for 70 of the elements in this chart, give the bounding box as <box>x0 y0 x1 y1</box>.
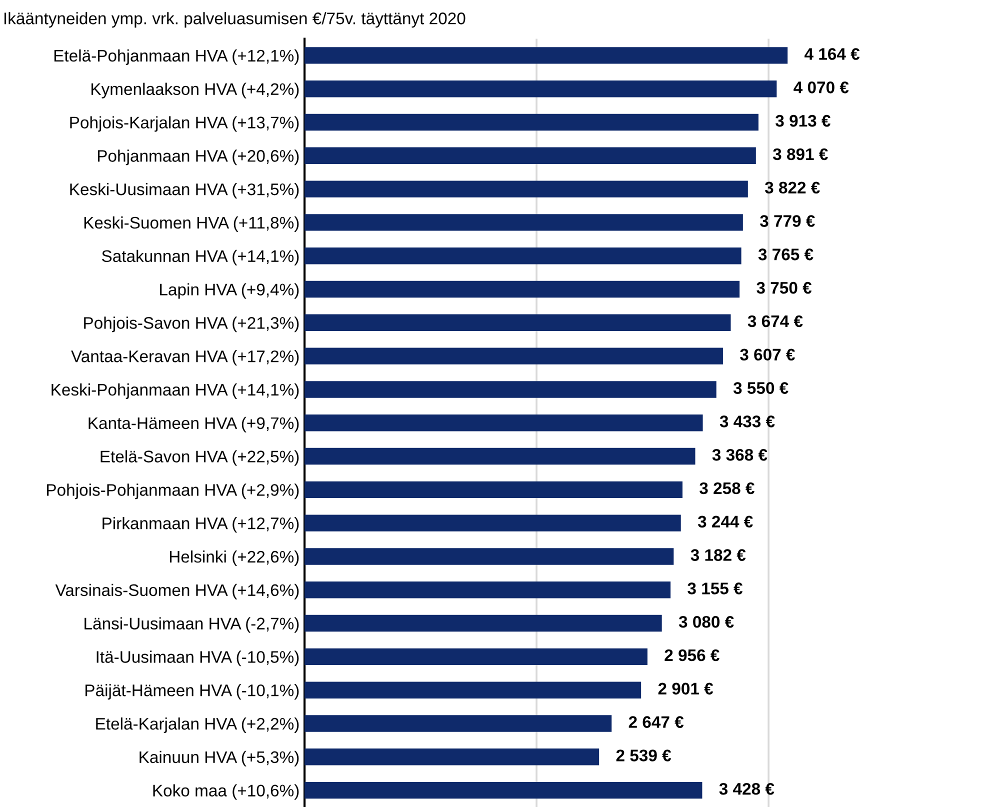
bar <box>304 214 743 231</box>
bar <box>304 715 612 732</box>
y-tick-label: Itä-Uusimaan HVA (-10,5%) <box>96 650 299 666</box>
data-label: 3 550 € <box>733 382 788 394</box>
data-label: 3 244 € <box>698 516 753 528</box>
data-label: 3 913 € <box>776 114 830 127</box>
y-tick-label: Pohjanmaan HVA (+20,6%) <box>98 150 299 166</box>
y-tick-label: Satakunnan HVA (+14,1%) <box>102 250 299 266</box>
data-label: 3 750 € <box>756 282 812 294</box>
y-tick-label: Koko maa (+10,6%) <box>153 784 299 800</box>
y-tick-label: Kainuun HVA (+5,3%) <box>140 750 299 766</box>
data-label: 3 765 € <box>758 248 814 260</box>
bar <box>304 381 716 398</box>
bar <box>304 582 671 598</box>
y-tick-label: Pirkanmaan HVA (+12,7%) <box>102 517 299 533</box>
y-tick-label: Keski-Pohjanmaan HVA (+14,1%) <box>52 383 299 399</box>
data-label: 3 607 € <box>740 348 795 361</box>
data-label: 4 164 € <box>804 48 860 60</box>
bar <box>304 514 681 532</box>
bar <box>304 80 777 98</box>
bar <box>304 348 723 364</box>
y-tick-label: Päijät-Hämeen HVA (-10,1%) <box>86 684 299 700</box>
bar <box>304 147 756 164</box>
data-label: 2 647 € <box>628 716 684 728</box>
y-tick-label: Keski-Suomen HVA (+11,8%) <box>84 216 299 232</box>
data-label: 2 539 € <box>616 750 672 762</box>
y-tick-label: Pohjois-Savon HVA (+21,3%) <box>84 316 299 332</box>
y-tick-label: Varsinais-Suomen HVA (+14,6%) <box>55 584 299 600</box>
y-tick-label: Keski-Uusimaan HVA (+31,5%) <box>70 183 299 199</box>
y-tick-label: Pohjois-Pohjanmaan HVA (+2,9%) <box>47 484 299 500</box>
bar <box>304 180 748 198</box>
data-label: 3 368 € <box>712 448 768 461</box>
bar <box>304 614 662 632</box>
data-label: 3 182 € <box>690 549 746 561</box>
y-tick-label: Länsi-Uusimaan HVA (-2,7%) <box>84 617 299 633</box>
bar <box>304 481 682 498</box>
y-tick-label: Helsinki (+22,6%) <box>170 550 299 566</box>
data-label: 3 779 € <box>760 215 815 227</box>
bar <box>304 448 696 465</box>
y-tick-label: Pohjois-Karjalan HVA (+13,7%) <box>70 116 299 132</box>
data-label: 3 080 € <box>678 616 734 628</box>
data-label: 3 428 € <box>719 782 774 795</box>
bar <box>304 782 702 799</box>
bar <box>304 314 731 332</box>
bar <box>304 47 788 64</box>
data-label: 3 822 € <box>764 182 820 194</box>
data-label: 3 433 € <box>720 416 775 428</box>
data-label: 4 070 € <box>794 82 849 94</box>
y-tick-label: Vantaa-Keravan HVA (+17,2%) <box>71 350 299 366</box>
y-tick-label: Etelä-Karjalan HVA (+2,2%) <box>96 717 299 733</box>
bar <box>304 248 742 264</box>
y-tick-label: Kymenlaakson HVA (+4,2%) <box>92 82 299 98</box>
y-tick-label: Kanta-Hämeen HVA (+9,7%) <box>88 416 299 432</box>
y-tick-label: Lapin HVA (+9,4%) <box>160 283 299 299</box>
y-tick-label: Etelä-Pohjanmaan HVA (+12,1%) <box>54 49 299 65</box>
data-label: 2 901 € <box>658 682 714 695</box>
data-label: 3 674 € <box>748 315 803 328</box>
y-tick-label: Etelä-Savon HVA (+22,5%) <box>100 450 299 466</box>
bar <box>304 414 703 432</box>
bar <box>304 548 674 565</box>
bar <box>304 280 740 298</box>
bar <box>304 114 758 131</box>
bar <box>304 682 642 698</box>
data-label: 3 258 € <box>700 482 754 494</box>
data-label: 3 891 € <box>772 148 828 160</box>
bar <box>304 748 600 766</box>
data-label: 3 155 € <box>688 582 743 594</box>
data-label: 2 956 € <box>664 649 720 662</box>
chart-title: Ikääntyneiden ymp. vrk. palveluasumisen €/75v. täyttänyt 2020 <box>4 12 466 28</box>
bar <box>304 648 648 666</box>
